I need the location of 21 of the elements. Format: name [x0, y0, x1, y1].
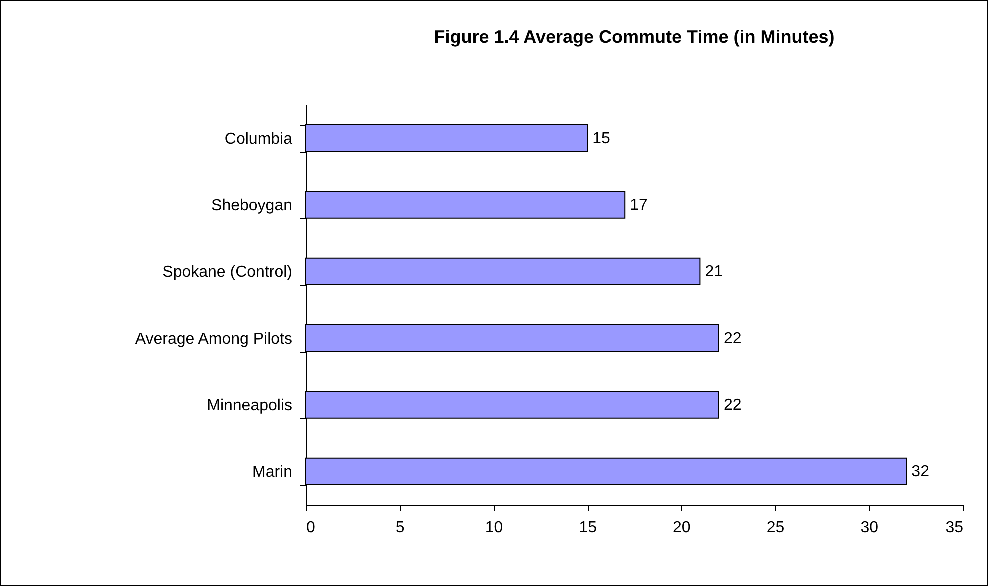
data-label: 17	[630, 197, 648, 214]
y-tick-label: Minneapolis	[207, 398, 292, 414]
data-label: 32	[912, 464, 930, 481]
x-tick-label: 30	[860, 520, 879, 536]
x-tick-label: 35	[946, 520, 964, 536]
data-label: 21	[705, 264, 724, 281]
x-tick-label: 15	[579, 520, 598, 536]
y-tick-label: Marin	[252, 464, 292, 482]
x-tick-label: 0	[306, 520, 316, 536]
x-tick-label: 5	[396, 520, 405, 536]
y-tick-label: Columbia	[224, 130, 293, 148]
data-label: 15	[592, 130, 610, 148]
y-tick-label: Sheboygan	[212, 198, 292, 214]
y-tick-label: Spokane (Control)	[162, 264, 292, 282]
x-tick-label: 25	[766, 520, 785, 536]
x-tick-label: 20	[673, 520, 691, 536]
y-tick-label: Average Among Pilots	[135, 330, 292, 348]
data-label: 22	[724, 397, 742, 414]
chart-title: Figure 1.4 Average Commute Time (in Minutes)	[434, 27, 835, 47]
x-tick-label: 10	[485, 520, 504, 536]
data-label: 22	[724, 330, 742, 348]
